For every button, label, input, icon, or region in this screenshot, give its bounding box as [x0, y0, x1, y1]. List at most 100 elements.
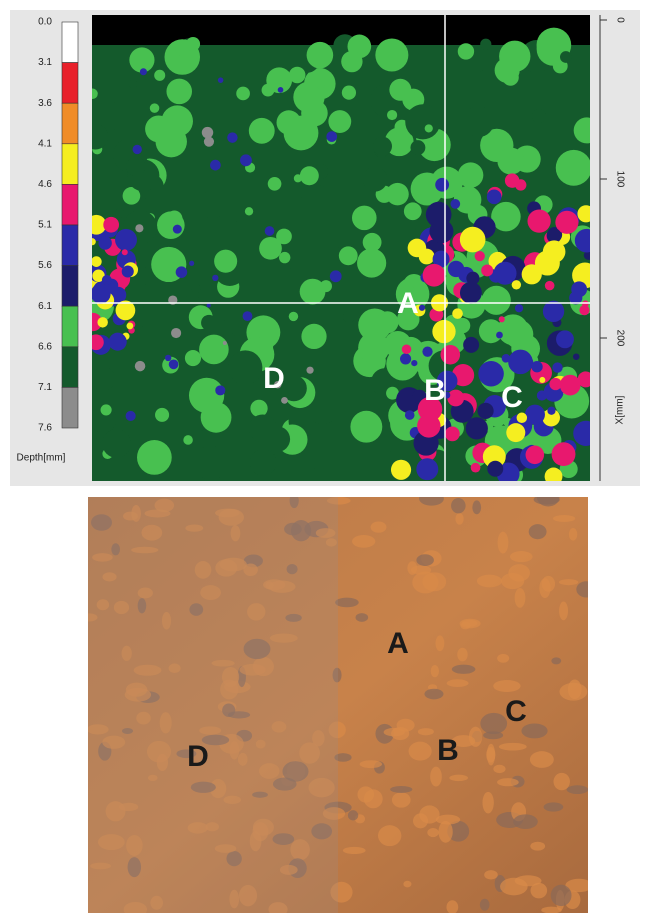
patch — [495, 58, 520, 83]
cell — [419, 492, 444, 506]
cell — [497, 654, 509, 663]
cell — [508, 564, 530, 581]
patch — [423, 264, 446, 287]
patch — [573, 353, 580, 360]
patch — [307, 42, 334, 69]
patch — [560, 51, 572, 63]
cell — [551, 885, 572, 906]
depth-map — [79, 15, 599, 487]
patch — [126, 323, 133, 330]
cell — [493, 680, 520, 692]
patch — [578, 154, 587, 163]
patch — [478, 361, 504, 387]
cell — [530, 842, 545, 851]
patch — [284, 116, 319, 151]
patch — [445, 427, 460, 442]
cell — [559, 601, 568, 620]
patch — [165, 355, 171, 361]
cell — [529, 524, 547, 539]
patch — [218, 77, 224, 83]
patch — [499, 316, 505, 322]
patch — [352, 206, 377, 231]
patch — [527, 209, 550, 232]
patch — [135, 361, 145, 371]
cell — [412, 572, 438, 594]
cell — [569, 528, 577, 541]
patch — [103, 217, 119, 233]
patch — [330, 270, 342, 282]
patch — [373, 137, 392, 156]
figure: 0.03.13.64.14.65.15.66.16.67.17.6Depth[m… — [0, 0, 646, 915]
colorbar-label: 7.1 — [38, 382, 52, 393]
patch — [341, 51, 362, 72]
color-swatch — [62, 387, 78, 428]
patch — [133, 145, 142, 154]
patch — [191, 284, 200, 293]
cell — [352, 535, 375, 548]
patch — [199, 335, 229, 365]
patch — [102, 429, 130, 457]
patch — [494, 262, 517, 285]
map-marker: A — [397, 287, 419, 320]
patch — [259, 237, 282, 260]
patch — [166, 79, 192, 105]
cell — [378, 825, 401, 846]
patch — [250, 400, 267, 417]
color-swatch — [62, 144, 78, 185]
patch — [115, 208, 125, 218]
patch — [264, 426, 290, 452]
cell — [576, 581, 596, 597]
patch — [253, 337, 273, 357]
cell — [472, 500, 481, 514]
patch — [176, 266, 188, 278]
patch — [173, 159, 209, 195]
patch — [300, 166, 319, 185]
patch — [466, 417, 488, 439]
photo-marker: C — [505, 695, 527, 728]
patch — [552, 442, 576, 466]
patch — [194, 446, 228, 480]
cell — [559, 579, 578, 585]
patch — [517, 413, 527, 423]
patch — [301, 324, 326, 349]
tick-label: 100 — [614, 171, 625, 188]
patch — [552, 362, 562, 372]
patch — [243, 311, 253, 321]
patch — [429, 219, 453, 243]
patch — [400, 353, 411, 364]
photo-marker: D — [187, 740, 209, 773]
cell — [391, 727, 409, 740]
patch — [539, 377, 545, 383]
patch — [185, 350, 201, 366]
patch — [173, 225, 182, 234]
cell — [455, 513, 463, 525]
patch — [316, 79, 325, 88]
patch — [447, 390, 464, 407]
colorbar-label: 3.1 — [38, 57, 52, 68]
patch — [227, 132, 237, 142]
patch — [122, 265, 134, 277]
colorbar-label: 5.6 — [38, 260, 52, 271]
color-swatch — [62, 63, 78, 104]
cell — [390, 786, 412, 793]
patch — [278, 87, 284, 93]
patch — [301, 185, 331, 215]
tick-label: 0 — [614, 17, 625, 23]
cell — [392, 792, 411, 807]
patch — [342, 85, 356, 99]
cell — [515, 588, 526, 608]
colorbar-label: 4.6 — [38, 179, 52, 190]
patch — [245, 207, 253, 215]
cell — [553, 773, 569, 790]
patch — [411, 360, 417, 366]
patch — [232, 220, 248, 236]
cell — [510, 551, 533, 562]
patch — [268, 177, 282, 191]
patch — [126, 157, 145, 176]
patch — [391, 460, 411, 480]
patch — [183, 435, 193, 445]
patch — [408, 239, 427, 258]
patch — [571, 281, 587, 297]
patch — [471, 463, 481, 473]
cell — [447, 679, 469, 687]
